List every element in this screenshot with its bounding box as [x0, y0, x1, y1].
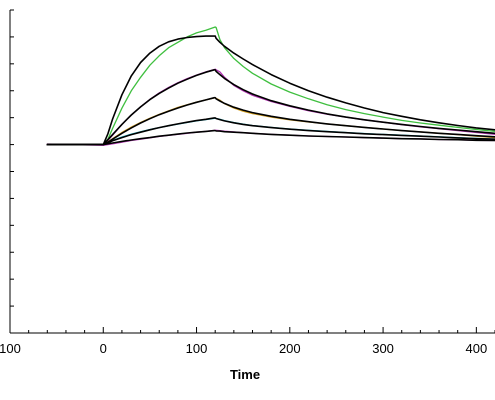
x-tick-label-5: 400	[465, 341, 487, 356]
labels-layer: 100 0 100 200 300 400 Time	[0, 341, 487, 382]
fit-curve-6	[46, 69, 495, 146]
x-tick-label-4: 300	[372, 341, 394, 356]
x-tick-label-2: 100	[186, 341, 208, 356]
x-tick-label-1: 0	[100, 341, 107, 356]
x-tick-label-3: 200	[279, 341, 301, 356]
axes-layer	[9, 9, 495, 334]
fit-curve-9	[46, 129, 495, 146]
series-layer	[46, 26, 495, 147]
x-axis-title: Time	[230, 367, 260, 382]
fit-curve-7	[46, 96, 495, 146]
fit-curve-5	[46, 35, 495, 146]
x-tick-label-0: 100	[0, 341, 21, 356]
fit-curve-8	[46, 117, 495, 146]
